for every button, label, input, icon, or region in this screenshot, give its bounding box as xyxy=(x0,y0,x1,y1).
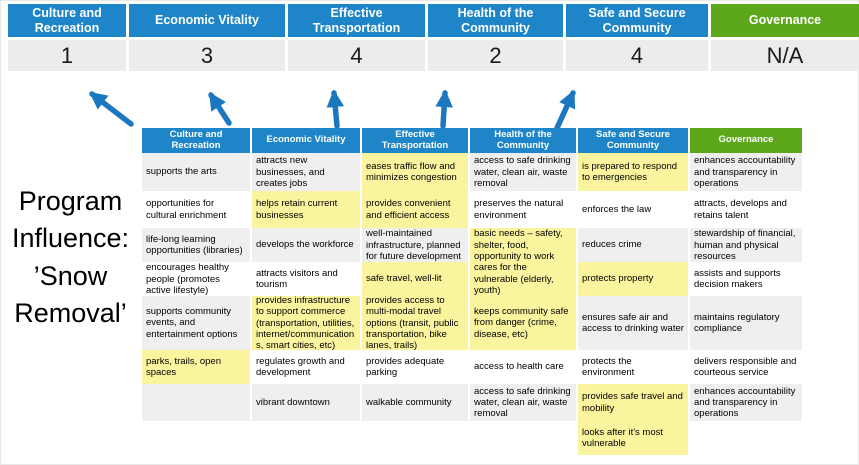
matrix-cell: encourages healthy people (promotes acti… xyxy=(142,262,250,296)
matrix-cell: preserves the natural environment xyxy=(470,191,576,228)
matrix-cell: safe travel, well-lit xyxy=(362,262,468,296)
matrix-cell: develops the workforce xyxy=(252,228,360,262)
influence-matrix: Culture and Recreation Economic Vitality… xyxy=(142,128,802,455)
matrix-cell: enhances accountability and transparency… xyxy=(690,153,802,191)
matrix-cell: well-maintained infrastructure, planned … xyxy=(362,228,468,262)
label-line: Program xyxy=(18,186,123,216)
matrix-cell xyxy=(362,421,468,455)
matrix-cell: vibrant downtown xyxy=(252,384,360,421)
matrix-cell: is prepared to respond to emergencies xyxy=(578,153,688,191)
matrix-cell: provides access to multi-modal travel op… xyxy=(362,296,468,350)
arrow-icon-1 xyxy=(89,91,134,127)
matrix-cell: attracts new businesses, and creates job… xyxy=(252,153,360,191)
banner-effective-transportation: Effective Transportation xyxy=(288,4,425,37)
influence-arrows xyxy=(89,89,576,131)
matrix-cell: maintains regulatory compliance xyxy=(690,296,802,350)
matrix-cell: reduces crime xyxy=(578,228,688,262)
matrix-cell xyxy=(142,421,250,455)
matrix-cell: enhances accountability and transparency… xyxy=(690,384,802,421)
matrix-cell: supports the arts xyxy=(142,153,250,191)
matrix-cell: life-long learning opportunities (librar… xyxy=(142,228,250,262)
program-influence-label: Program Influence: ’Snow Removal’ xyxy=(0,183,141,332)
score-governance: N/A xyxy=(711,40,859,71)
matrix-cell: helps retain current businesses xyxy=(252,191,360,228)
matrix-cell xyxy=(252,421,360,455)
score-effective-transportation: 4 xyxy=(288,40,425,71)
arrow-icon-4 xyxy=(435,89,453,129)
banner-governance: Governance xyxy=(711,4,859,37)
matrix-cell: eases traffic flow and minimizes congest… xyxy=(362,153,468,191)
matrix-cell: protects property xyxy=(578,262,688,296)
matrix-cell: walkable community xyxy=(362,384,468,421)
matrix-cell: supports community events, and entertain… xyxy=(142,296,250,350)
matrix-cell: provides convenient and efficient access xyxy=(362,191,468,228)
banner-health-community: Health of the Community xyxy=(428,4,563,37)
arrow-icon-3 xyxy=(326,89,345,129)
matrix-cell: assists and supports decision makers xyxy=(690,262,802,296)
label-line: ’Snow xyxy=(33,260,108,291)
matrix-cell: protects the environment xyxy=(578,350,688,384)
matrix-cell: attracts visitors and tourism xyxy=(252,262,360,296)
matrix-cell: provides safe travel and mobility xyxy=(578,384,688,421)
matrix-cell xyxy=(690,421,802,455)
banner-economic-vitality: Economic Vitality xyxy=(129,4,285,37)
matrix-cell: access to safe drinking water, clean air… xyxy=(470,153,576,191)
matrix-cell xyxy=(470,421,576,455)
matrix-cell: access to health care xyxy=(470,350,576,384)
matrix-cell: access to safe drinking water, clean air… xyxy=(470,384,576,421)
matrix-header-safe-secure-community: Safe and Secure Community xyxy=(578,128,688,153)
matrix-header-health-community: Health of the Community xyxy=(470,128,576,153)
label-line: Removal’ xyxy=(14,297,127,328)
matrix-cell: ensures safe air and access to drinking … xyxy=(578,296,688,350)
matrix-cell xyxy=(142,384,250,421)
banner-culture-recreation: Culture and Recreation xyxy=(8,4,126,37)
matrix-header-governance: Governance xyxy=(690,128,802,153)
matrix-cell: provides adequate parking xyxy=(362,350,468,384)
matrix-cell: enforces the law xyxy=(578,191,688,228)
matrix-cell: parks, trails, open spaces xyxy=(142,350,250,384)
matrix-cell: basic needs – safety, shelter, food, opp… xyxy=(470,228,576,262)
matrix-cell: stewardship of financial, human and phys… xyxy=(690,228,802,262)
matrix-cell: looks after it's most vulnerable xyxy=(578,421,688,455)
arrow-icon-5 xyxy=(554,89,576,131)
matrix-header-culture-recreation: Culture and Recreation xyxy=(142,128,250,153)
matrix-cell: regulates growth and development xyxy=(252,350,360,384)
matrix-header-effective-transportation: Effective Transportation xyxy=(362,128,468,153)
matrix-cell: opportunities for cultural enrichment xyxy=(142,191,250,228)
matrix-cell: attracts, develops and retains talent xyxy=(690,191,802,228)
score-row: 1 3 4 2 4 N/A xyxy=(8,40,859,71)
score-culture-recreation: 1 xyxy=(8,40,126,71)
score-health-community: 2 xyxy=(428,40,563,71)
matrix-cell: provides infrastructure to support comme… xyxy=(252,296,360,350)
score-economic-vitality: 3 xyxy=(129,40,285,71)
arrow-icon-2 xyxy=(208,92,232,126)
category-banner: Culture and Recreation Economic Vitality… xyxy=(8,4,859,37)
banner-safe-secure-community: Safe and Secure Community xyxy=(566,4,708,37)
matrix-cell: cares for the vulnerable (elderly, youth… xyxy=(470,262,576,296)
matrix-cell: keeps community safe from danger (crime,… xyxy=(470,296,576,350)
matrix-header-economic-vitality: Economic Vitality xyxy=(252,128,360,153)
matrix-cell: delivers responsible and courteous servi… xyxy=(690,350,802,384)
score-safe-secure-community: 4 xyxy=(566,40,708,71)
label-line: Influence: xyxy=(11,223,130,254)
